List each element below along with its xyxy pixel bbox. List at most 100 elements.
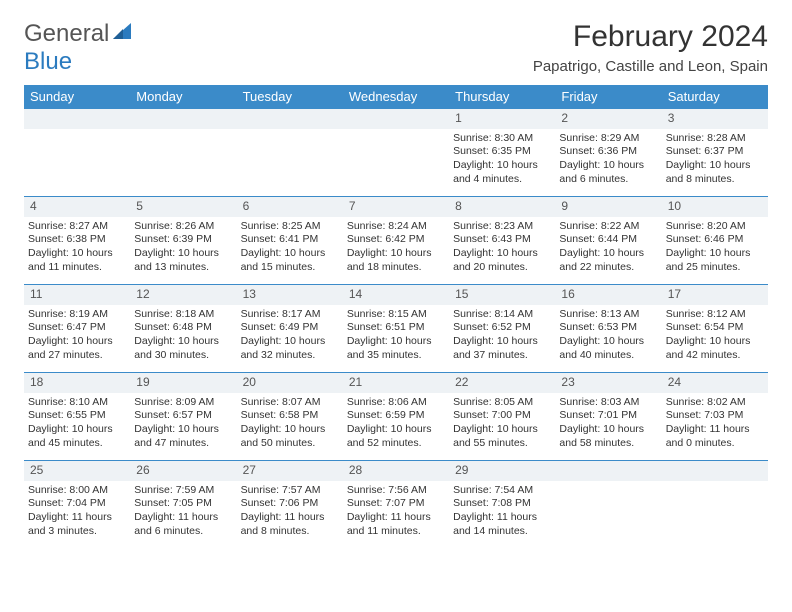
day-number: 11 <box>24 285 130 305</box>
day-details: Sunrise: 8:18 AMSunset: 6:48 PMDaylight:… <box>134 308 232 363</box>
calendar-week-row: 18 Sunrise: 8:10 AMSunset: 6:55 PMDayligh… <box>24 373 768 461</box>
day-details: Sunrise: 8:27 AMSunset: 6:38 PMDaylight:… <box>28 220 126 275</box>
day-number: 6 <box>237 197 343 217</box>
day-number: 27 <box>237 461 343 481</box>
calendar-day-cell: 27 Sunrise: 7:57 AMSunset: 7:06 PMDayligh… <box>237 461 343 549</box>
day-details: Sunrise: 8:17 AMSunset: 6:49 PMDaylight:… <box>241 308 339 363</box>
calendar-day-cell: 24Sunrise: 8:02 AMSunset: 7:03 PMDayligh… <box>662 373 768 461</box>
calendar-day-cell: 6 Sunrise: 8:25 AMSunset: 6:41 PMDaylight… <box>237 197 343 285</box>
day-details: Sunrise: 8:06 AMSunset: 6:59 PMDaylight:… <box>347 396 445 451</box>
day-number: 15 <box>449 285 555 305</box>
day-number-empty <box>662 461 768 481</box>
calendar-week-row: 4Sunrise: 8:27 AMSunset: 6:38 PMDaylight… <box>24 197 768 285</box>
calendar-day-cell: 28Sunrise: 7:56 AMSunset: 7:07 PMDayligh… <box>343 461 449 549</box>
day-details: Sunrise: 8:12 AMSunset: 6:54 PMDaylight:… <box>666 308 764 363</box>
day-details: Sunrise: 8:07 AMSunset: 6:58 PMDaylight:… <box>241 396 339 451</box>
calendar-week-row: 11Sunrise: 8:19 AMSunset: 6:47 PMDayligh… <box>24 285 768 373</box>
day-number-empty <box>130 109 236 129</box>
day-details: Sunrise: 8:25 AMSunset: 6:41 PMDaylight:… <box>241 220 339 275</box>
day-details: Sunrise: 7:54 AMSunset: 7:08 PMDaylight:… <box>453 484 551 539</box>
day-number-empty <box>343 109 449 129</box>
header: General February 2024 Papatrigo, Castill… <box>24 20 768 75</box>
day-number: 16 <box>555 285 661 305</box>
weekday-header: Friday <box>555 85 661 109</box>
day-details: Sunrise: 8:26 AMSunset: 6:39 PMDaylight:… <box>134 220 232 275</box>
day-details: Sunrise: 8:00 AMSunset: 7:04 PMDaylight:… <box>28 484 126 539</box>
day-details: Sunrise: 8:29 AMSunset: 6:36 PMDaylight:… <box>559 132 657 187</box>
weekday-header: Tuesday <box>237 85 343 109</box>
day-number: 13 <box>237 285 343 305</box>
day-details: Sunrise: 7:57 AMSunset: 7:06 PMDaylight:… <box>241 484 339 539</box>
day-number-empty <box>555 461 661 481</box>
day-number: 10 <box>662 197 768 217</box>
calendar-day-cell: 18 Sunrise: 8:10 AMSunset: 6:55 PMDayligh… <box>24 373 130 461</box>
calendar-day-cell: 12 Sunrise: 8:18 AMSunset: 6:48 PMDayligh… <box>130 285 236 373</box>
day-number: 21 <box>343 373 449 393</box>
day-number: 1 <box>449 109 555 129</box>
day-number: 20 <box>237 373 343 393</box>
day-number: 5 <box>130 197 236 217</box>
calendar-day-cell: 7 Sunrise: 8:24 AMSunset: 6:42 PMDaylight… <box>343 197 449 285</box>
calendar-day-cell: 3Sunrise: 8:28 AMSunset: 6:37 PMDaylight… <box>662 109 768 197</box>
day-number: 23 <box>555 373 661 393</box>
day-details: Sunrise: 8:30 AMSunset: 6:35 PMDaylight:… <box>453 132 551 187</box>
calendar-day-cell: 9Sunrise: 8:22 AMSunset: 6:44 PMDaylight… <box>555 197 661 285</box>
title-block: February 2024 Papatrigo, Castille and Le… <box>533 20 768 75</box>
calendar-day-cell <box>130 109 236 197</box>
brand-sail-icon <box>111 21 133 48</box>
weekday-header: Thursday <box>449 85 555 109</box>
day-number: 7 <box>343 197 449 217</box>
calendar-day-cell: 25Sunrise: 8:00 AMSunset: 7:04 PMDayligh… <box>24 461 130 549</box>
calendar-day-cell: 1 Sunrise: 8:30 AMSunset: 6:35 PMDaylight… <box>449 109 555 197</box>
day-details: Sunrise: 7:56 AMSunset: 7:07 PMDaylight:… <box>347 484 445 539</box>
day-details: Sunrise: 8:09 AMSunset: 6:57 PMDaylight:… <box>134 396 232 451</box>
day-number: 9 <box>555 197 661 217</box>
calendar-day-cell: 22Sunrise: 8:05 AMSunset: 7:00 PMDayligh… <box>449 373 555 461</box>
day-details: Sunrise: 8:03 AMSunset: 7:01 PMDaylight:… <box>559 396 657 451</box>
day-details: Sunrise: 8:10 AMSunset: 6:55 PMDaylight:… <box>28 396 126 451</box>
weekday-header: Sunday <box>24 85 130 109</box>
day-number: 24 <box>662 373 768 393</box>
calendar-day-cell: 11Sunrise: 8:19 AMSunset: 6:47 PMDayligh… <box>24 285 130 373</box>
day-number-empty <box>237 109 343 129</box>
brand-name-part1: General <box>24 20 109 48</box>
calendar-day-cell <box>343 109 449 197</box>
calendar-day-cell: 21 Sunrise: 8:06 AMSunset: 6:59 PMDayligh… <box>343 373 449 461</box>
day-details: Sunrise: 8:20 AMSunset: 6:46 PMDaylight:… <box>666 220 764 275</box>
calendar-day-cell: 29 Sunrise: 7:54 AMSunset: 7:08 PMDayligh… <box>449 461 555 549</box>
calendar-day-cell: 19 Sunrise: 8:09 AMSunset: 6:57 PMDayligh… <box>130 373 236 461</box>
calendar-table: SundayMondayTuesdayWednesdayThursdayFrid… <box>24 85 768 549</box>
calendar-day-cell <box>555 461 661 549</box>
calendar-day-cell: 17Sunrise: 8:12 AMSunset: 6:54 PMDayligh… <box>662 285 768 373</box>
calendar-week-row: 25Sunrise: 8:00 AMSunset: 7:04 PMDayligh… <box>24 461 768 549</box>
calendar-day-cell: 16 Sunrise: 8:13 AMSunset: 6:53 PMDayligh… <box>555 285 661 373</box>
calendar-header-row: SundayMondayTuesdayWednesdayThursdayFrid… <box>24 85 768 109</box>
weekday-header: Wednesday <box>343 85 449 109</box>
calendar-day-cell <box>662 461 768 549</box>
day-number: 3 <box>662 109 768 129</box>
calendar-day-cell <box>24 109 130 197</box>
day-number: 19 <box>130 373 236 393</box>
calendar-day-cell: 20 Sunrise: 8:07 AMSunset: 6:58 PMDayligh… <box>237 373 343 461</box>
weekday-header: Monday <box>130 85 236 109</box>
calendar-day-cell: 14Sunrise: 8:15 AMSunset: 6:51 PMDayligh… <box>343 285 449 373</box>
day-number: 29 <box>449 461 555 481</box>
calendar-day-cell: 2Sunrise: 8:29 AMSunset: 6:36 PMDaylight… <box>555 109 661 197</box>
day-number: 12 <box>130 285 236 305</box>
brand-logo: General <box>24 20 135 48</box>
day-details: Sunrise: 8:13 AMSunset: 6:53 PMDaylight:… <box>559 308 657 363</box>
location-text: Papatrigo, Castille and Leon, Spain <box>533 58 768 75</box>
calendar-day-cell <box>237 109 343 197</box>
calendar-day-cell: 13 Sunrise: 8:17 AMSunset: 6:49 PMDayligh… <box>237 285 343 373</box>
month-title: February 2024 <box>533 20 768 54</box>
day-number: 18 <box>24 373 130 393</box>
calendar-week-row: 1 Sunrise: 8:30 AMSunset: 6:35 PMDaylight… <box>24 109 768 197</box>
calendar-day-cell: 15Sunrise: 8:14 AMSunset: 6:52 PMDayligh… <box>449 285 555 373</box>
weekday-header: Saturday <box>662 85 768 109</box>
calendar-day-cell: 8Sunrise: 8:23 AMSunset: 6:43 PMDaylight… <box>449 197 555 285</box>
day-details: Sunrise: 8:24 AMSunset: 6:42 PMDaylight:… <box>347 220 445 275</box>
day-details: Sunrise: 8:05 AMSunset: 7:00 PMDaylight:… <box>453 396 551 451</box>
day-number-empty <box>24 109 130 129</box>
day-details: Sunrise: 8:23 AMSunset: 6:43 PMDaylight:… <box>453 220 551 275</box>
day-details: Sunrise: 8:15 AMSunset: 6:51 PMDaylight:… <box>347 308 445 363</box>
